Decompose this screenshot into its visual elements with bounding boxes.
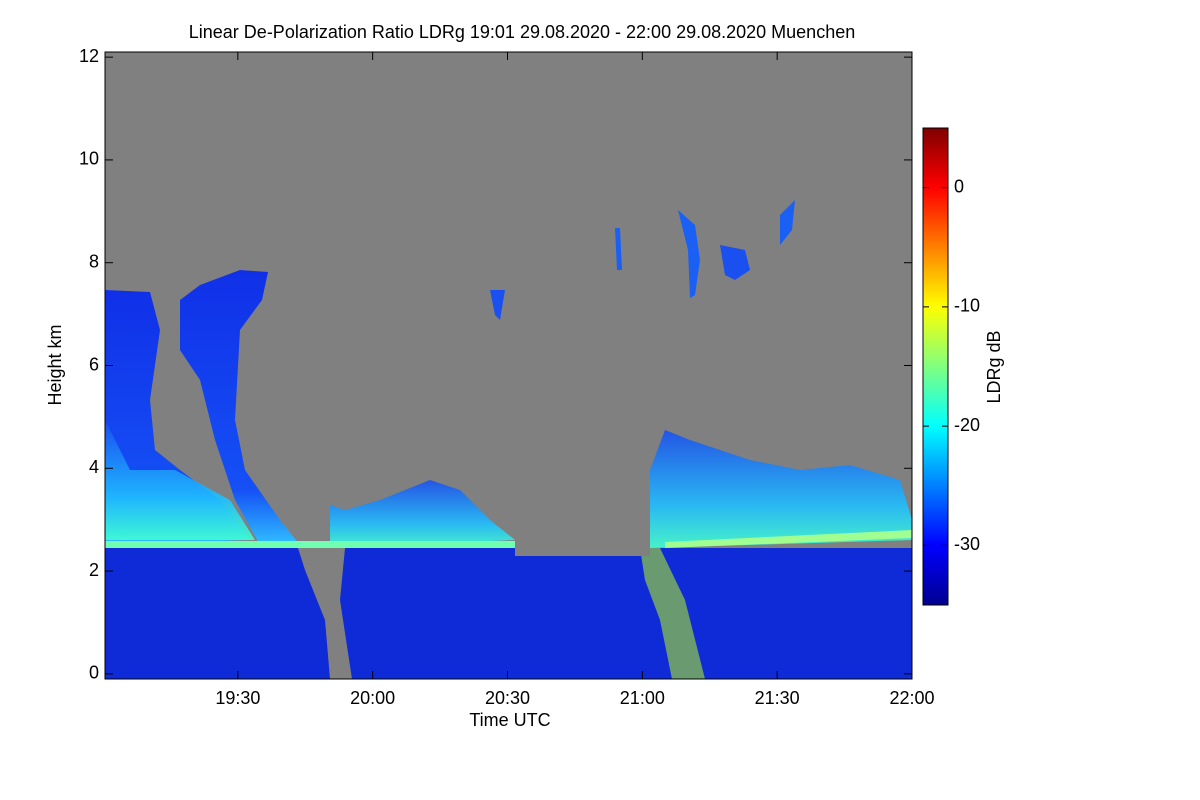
y-tick-label: 2 [89, 560, 99, 580]
x-tick-label: 19:30 [215, 688, 260, 708]
colorbar-tick-label: -10 [954, 296, 980, 316]
chart-title: Linear De-Polarization Ratio LDRg 19:01 … [189, 22, 855, 42]
colorbar-tick-label: -20 [954, 415, 980, 435]
x-tick-label: 21:00 [620, 688, 665, 708]
x-tick-label: 21:30 [755, 688, 800, 708]
colorbar [922, 127, 949, 606]
colorbar-label: LDRg dB [984, 330, 1004, 403]
x-axis-label: Time UTC [469, 710, 550, 730]
y-axis-label: Height km [45, 324, 65, 405]
x-tick-label: 22:00 [889, 688, 934, 708]
heatmap-field [105, 200, 912, 679]
y-tick-label: 10 [79, 149, 99, 169]
colorbar-tick-label: 0 [954, 176, 964, 196]
y-tick-label: 6 [89, 354, 99, 374]
y-tick-label: 8 [89, 251, 99, 271]
x-tick-label: 20:30 [485, 688, 530, 708]
x-tick-label: 20:00 [350, 688, 395, 708]
y-tick-label: 0 [89, 663, 99, 683]
y-tick-label: 4 [89, 457, 99, 477]
colorbar-tick-label: -30 [954, 534, 980, 554]
y-tick-label: 12 [79, 46, 99, 66]
